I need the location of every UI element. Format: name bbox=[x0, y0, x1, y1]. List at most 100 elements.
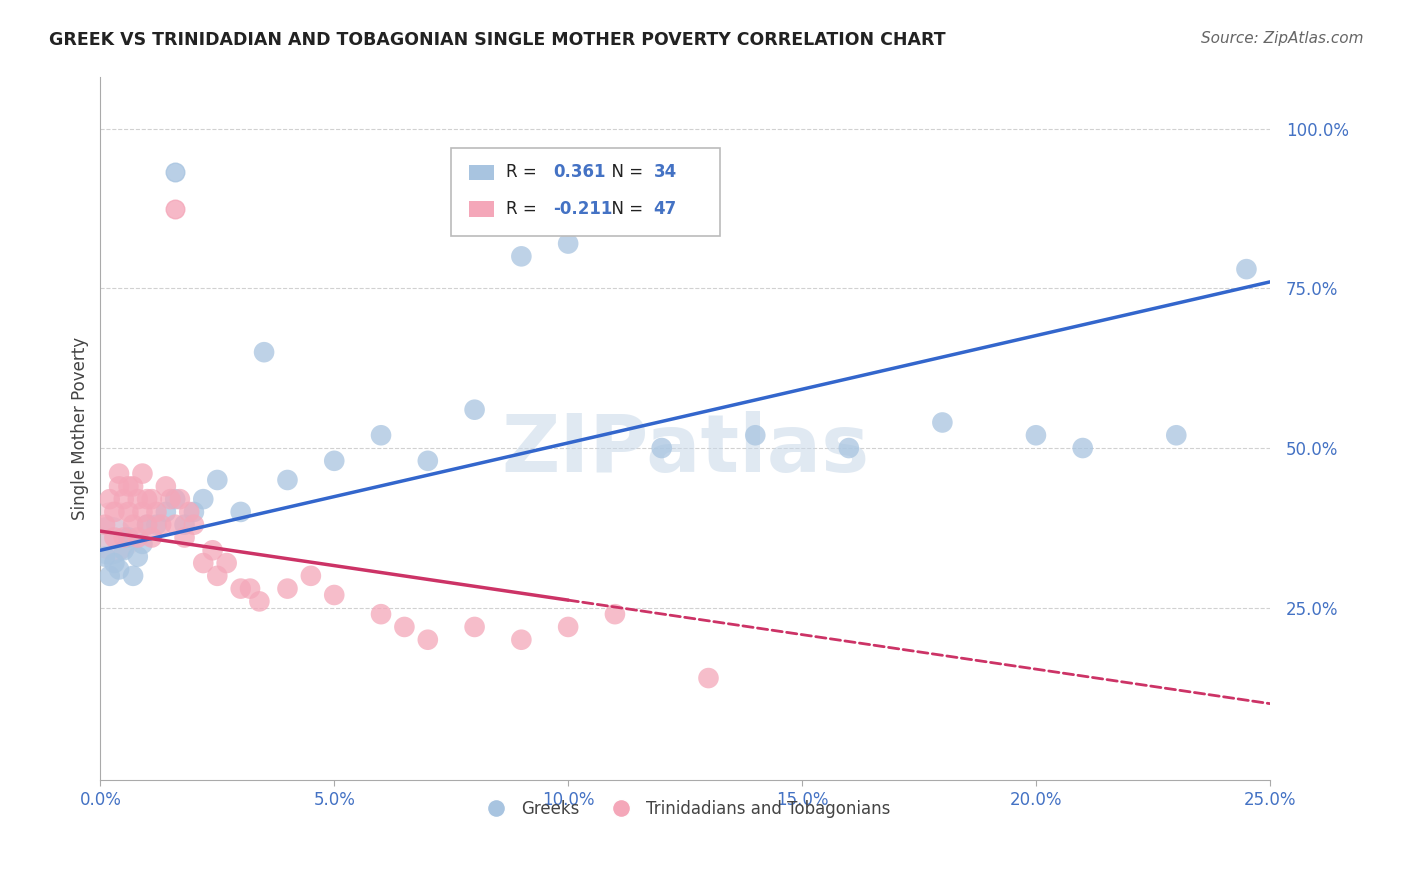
Point bbox=[323, 454, 346, 468]
Point bbox=[394, 620, 416, 634]
Point bbox=[136, 517, 159, 532]
Point bbox=[207, 473, 229, 487]
Point bbox=[98, 569, 121, 583]
Point bbox=[603, 607, 626, 622]
Point bbox=[108, 479, 131, 493]
Point bbox=[136, 492, 159, 507]
Point bbox=[416, 632, 439, 647]
Point bbox=[183, 517, 205, 532]
Point bbox=[150, 517, 173, 532]
Point bbox=[165, 492, 187, 507]
Point bbox=[112, 543, 135, 558]
Y-axis label: Single Mother Poverty: Single Mother Poverty bbox=[72, 337, 89, 520]
Point bbox=[112, 492, 135, 507]
Point bbox=[1236, 262, 1258, 277]
Point bbox=[145, 505, 167, 519]
Point bbox=[155, 505, 177, 519]
Point bbox=[159, 492, 181, 507]
Point bbox=[247, 594, 270, 608]
Point bbox=[122, 569, 145, 583]
Point bbox=[179, 505, 201, 519]
Text: N =: N = bbox=[600, 200, 648, 218]
Point bbox=[103, 531, 125, 545]
Point bbox=[131, 467, 153, 481]
Point bbox=[136, 517, 159, 532]
FancyBboxPatch shape bbox=[451, 148, 720, 235]
Point bbox=[103, 524, 125, 538]
Point bbox=[131, 505, 153, 519]
Point bbox=[253, 345, 276, 359]
Point bbox=[103, 505, 125, 519]
Point bbox=[389, 208, 412, 222]
Point bbox=[183, 505, 205, 519]
Point bbox=[744, 428, 766, 442]
Point bbox=[173, 517, 195, 532]
Point bbox=[94, 517, 117, 532]
Text: 47: 47 bbox=[654, 200, 676, 218]
Point bbox=[127, 492, 149, 507]
Point bbox=[108, 562, 131, 576]
Text: GREEK VS TRINIDADIAN AND TOBAGONIAN SINGLE MOTHER POVERTY CORRELATION CHART: GREEK VS TRINIDADIAN AND TOBAGONIAN SING… bbox=[49, 31, 946, 49]
Point bbox=[1025, 428, 1047, 442]
Point bbox=[127, 531, 149, 545]
Point bbox=[207, 569, 229, 583]
Point bbox=[193, 556, 215, 570]
Point bbox=[215, 556, 238, 570]
Point bbox=[1071, 441, 1094, 455]
Bar bbox=[468, 165, 495, 180]
Point bbox=[169, 492, 191, 507]
Point bbox=[98, 533, 121, 548]
Point bbox=[141, 531, 163, 545]
Point bbox=[193, 492, 215, 507]
Point bbox=[117, 531, 139, 545]
Point bbox=[103, 556, 125, 570]
Point bbox=[416, 454, 439, 468]
Point bbox=[464, 402, 486, 417]
Point bbox=[510, 249, 533, 263]
Point bbox=[229, 505, 252, 519]
Point bbox=[155, 479, 177, 493]
Point bbox=[94, 549, 117, 564]
Point bbox=[165, 517, 187, 532]
Point bbox=[276, 473, 298, 487]
Point bbox=[464, 620, 486, 634]
Text: R =: R = bbox=[506, 163, 543, 181]
Point bbox=[145, 517, 167, 532]
Point bbox=[299, 569, 322, 583]
Point bbox=[239, 582, 262, 596]
Point bbox=[98, 492, 121, 507]
Text: N =: N = bbox=[600, 163, 648, 181]
Text: 34: 34 bbox=[654, 163, 676, 181]
Point bbox=[112, 531, 135, 545]
Point bbox=[1166, 428, 1188, 442]
Point bbox=[122, 517, 145, 532]
Bar bbox=[468, 201, 495, 217]
Point bbox=[323, 588, 346, 602]
Point bbox=[229, 582, 252, 596]
Point bbox=[838, 441, 860, 455]
Point bbox=[276, 582, 298, 596]
Point bbox=[651, 441, 673, 455]
Point bbox=[131, 537, 153, 551]
Text: Source: ZipAtlas.com: Source: ZipAtlas.com bbox=[1201, 31, 1364, 46]
Point bbox=[117, 505, 139, 519]
Point bbox=[173, 531, 195, 545]
Point bbox=[127, 549, 149, 564]
Text: ZIPatlas: ZIPatlas bbox=[501, 411, 869, 489]
Text: R =: R = bbox=[506, 200, 543, 218]
Point bbox=[370, 607, 392, 622]
Text: -0.211: -0.211 bbox=[553, 200, 613, 218]
Point bbox=[557, 236, 579, 251]
Legend: Greeks, Trinidadians and Tobagonians: Greeks, Trinidadians and Tobagonians bbox=[472, 793, 897, 825]
Point bbox=[557, 620, 579, 634]
Point bbox=[389, 241, 412, 255]
Point bbox=[931, 416, 953, 430]
Point bbox=[122, 479, 145, 493]
Point bbox=[201, 543, 224, 558]
Point bbox=[141, 492, 163, 507]
Point bbox=[117, 479, 139, 493]
Text: 0.361: 0.361 bbox=[553, 163, 606, 181]
Point bbox=[697, 671, 720, 685]
Point bbox=[108, 467, 131, 481]
Point bbox=[370, 428, 392, 442]
